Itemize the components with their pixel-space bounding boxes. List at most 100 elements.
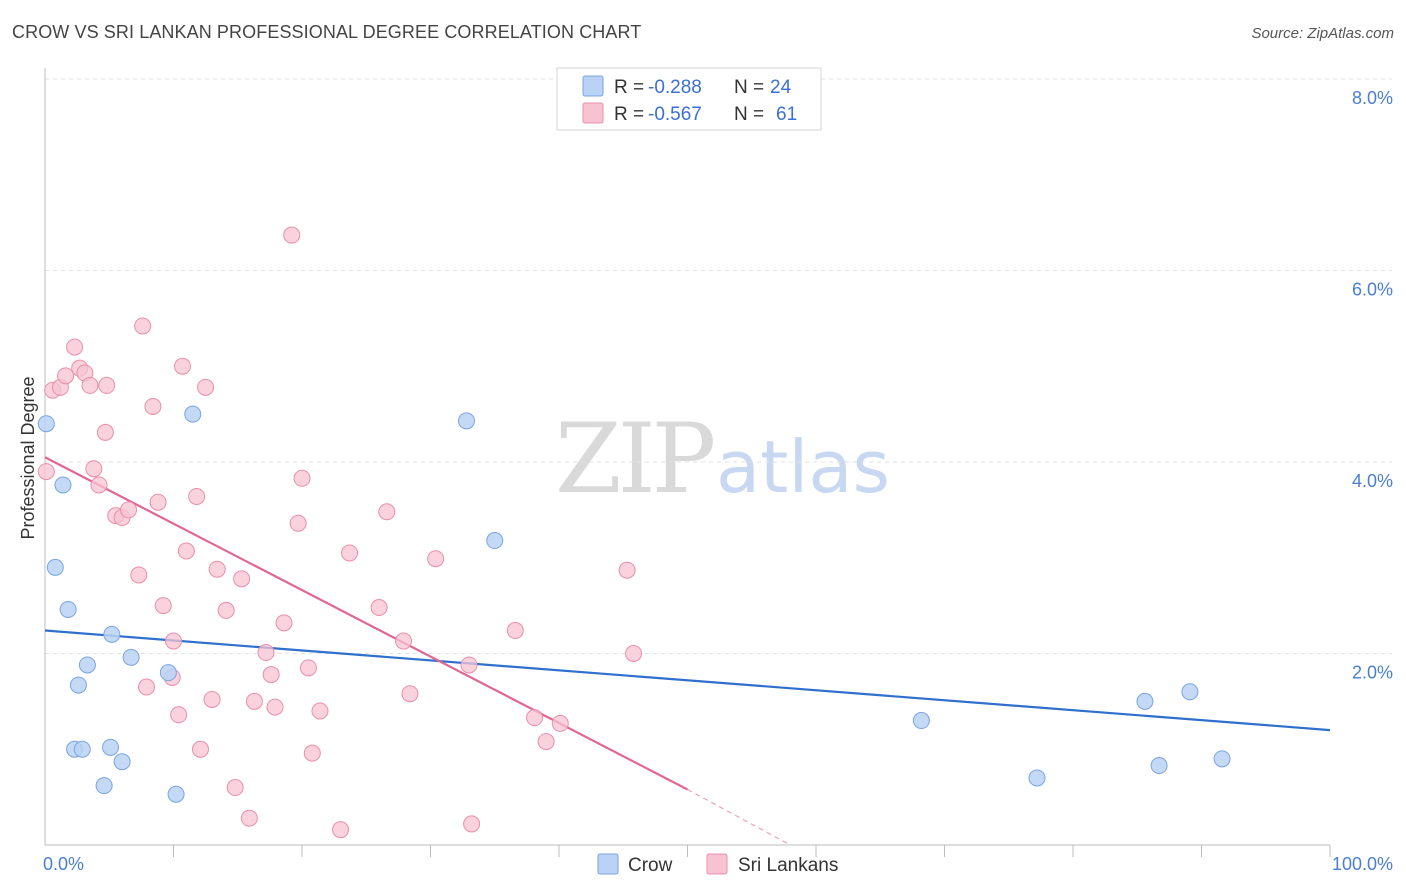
point-sri-lankans (311, 702, 329, 720)
point-crow (1181, 683, 1199, 701)
point-sri-lankans (551, 714, 569, 732)
bottom-legend-label-crow: Crow (628, 855, 673, 876)
point-sri-lankans (177, 542, 195, 560)
x-tick-label-max: 100.0% (1332, 854, 1393, 874)
point-sri-lankans (173, 357, 191, 375)
point-sri-lankans (427, 550, 445, 568)
point-sri-lankans (341, 544, 359, 562)
point-sri-lankans (217, 601, 235, 619)
legend-r-label-sri-lankans: R = (614, 104, 644, 125)
x-tick-label-min: 0.0% (43, 854, 84, 874)
point-sri-lankans (170, 706, 188, 724)
bottom-legend-swatch-sri-lankans (706, 853, 728, 875)
chart-title: CROW VS SRI LANKAN PROFESSIONAL DEGREE C… (12, 22, 642, 42)
legend-n-label-sri-lankans: N = (734, 104, 764, 125)
point-sri-lankans (85, 460, 103, 478)
point-crow (159, 664, 177, 682)
point-crow (46, 558, 64, 576)
point-sri-lankans (378, 503, 396, 521)
point-sri-lankans (618, 561, 636, 579)
trend-line-sri-lankans-extrapolated (687, 788, 791, 846)
legend-r-value-crow: -0.288 (648, 77, 702, 98)
point-sri-lankans (188, 487, 206, 505)
point-sri-lankans (208, 560, 226, 578)
bottom-legend-label-sri-lankans: Sri Lankans (738, 855, 838, 876)
point-sri-lankans (81, 376, 99, 394)
point-sri-lankans (96, 423, 114, 441)
point-crow (69, 676, 87, 694)
trend-lines (44, 456, 1331, 846)
point-sri-lankans (98, 376, 116, 394)
gridlines: 2.0% 4.0% 6.0% 8.0% (45, 78, 1393, 683)
data-points (37, 226, 1231, 839)
y-tick-label: 4.0% (1352, 471, 1393, 491)
axes: 0.0% 100.0% (43, 68, 1393, 874)
stats-legend: R = -0.288 N = 24 R = -0.567 N = 61 (556, 67, 822, 131)
y-tick-label: 8.0% (1352, 88, 1393, 108)
point-sri-lankans (165, 632, 182, 650)
point-sri-lankans (226, 779, 244, 797)
point-crow (122, 648, 140, 666)
point-sri-lankans (283, 226, 301, 244)
point-sri-lankans (506, 622, 524, 640)
point-crow (167, 785, 185, 803)
point-crow (54, 476, 72, 494)
point-crow (95, 777, 113, 795)
point-crow (103, 625, 121, 643)
point-sri-lankans (134, 317, 152, 335)
point-crow (59, 600, 77, 618)
point-sri-lankans (332, 821, 350, 839)
point-sri-lankans (66, 338, 84, 356)
point-sri-lankans (120, 501, 138, 519)
point-sri-lankans (197, 378, 215, 396)
point-sri-lankans (144, 397, 162, 415)
point-crow (457, 412, 475, 430)
point-crow (912, 712, 930, 730)
point-sri-lankans (460, 656, 478, 674)
y-tick-label: 2.0% (1352, 663, 1393, 683)
bottom-legend-swatch-crow (597, 853, 619, 875)
source-credit: Source: ZipAtlas.com (1251, 25, 1394, 42)
point-sri-lankans (526, 709, 544, 727)
legend-n-label-crow: N = (734, 77, 764, 98)
point-sri-lankans (138, 678, 156, 696)
point-sri-lankans (37, 463, 55, 481)
point-sri-lankans (262, 666, 280, 684)
point-sri-lankans (289, 514, 307, 532)
point-sri-lankans (395, 632, 413, 650)
legend-n-value-crow: 24 (770, 77, 792, 98)
point-sri-lankans (233, 570, 251, 588)
point-sri-lankans (370, 599, 388, 617)
point-sri-lankans (240, 809, 258, 827)
legend-r-label-crow: R = (614, 77, 644, 98)
point-sri-lankans (463, 815, 481, 833)
point-sri-lankans (257, 644, 275, 662)
point-crow (37, 415, 55, 433)
point-sri-lankans (537, 733, 555, 751)
legend-swatch-sri-lankans (582, 102, 604, 124)
watermark-atlas: atlas (716, 425, 890, 509)
point-crow (1136, 692, 1154, 710)
point-sri-lankans (245, 692, 263, 710)
trend-line-sri-lankans (44, 456, 689, 791)
trend-line-crow (44, 629, 1331, 732)
point-sri-lankans (401, 685, 419, 703)
point-sri-lankans (154, 597, 172, 615)
point-sri-lankans (149, 493, 167, 511)
point-crow (1028, 769, 1046, 787)
series-legend: Crow Sri Lankans (597, 853, 838, 876)
point-sri-lankans (57, 367, 75, 385)
point-sri-lankans (203, 690, 221, 708)
point-crow (1213, 750, 1231, 768)
point-sri-lankans (303, 744, 321, 762)
point-sri-lankans (266, 698, 284, 716)
y-tick-label: 6.0% (1352, 280, 1393, 300)
point-crow (1150, 757, 1168, 775)
point-crow (486, 532, 504, 550)
point-sri-lankans (191, 740, 209, 758)
point-sri-lankans (130, 566, 148, 584)
point-sri-lankans (275, 614, 293, 632)
point-sri-lankans (299, 659, 317, 677)
point-crow (78, 656, 96, 674)
